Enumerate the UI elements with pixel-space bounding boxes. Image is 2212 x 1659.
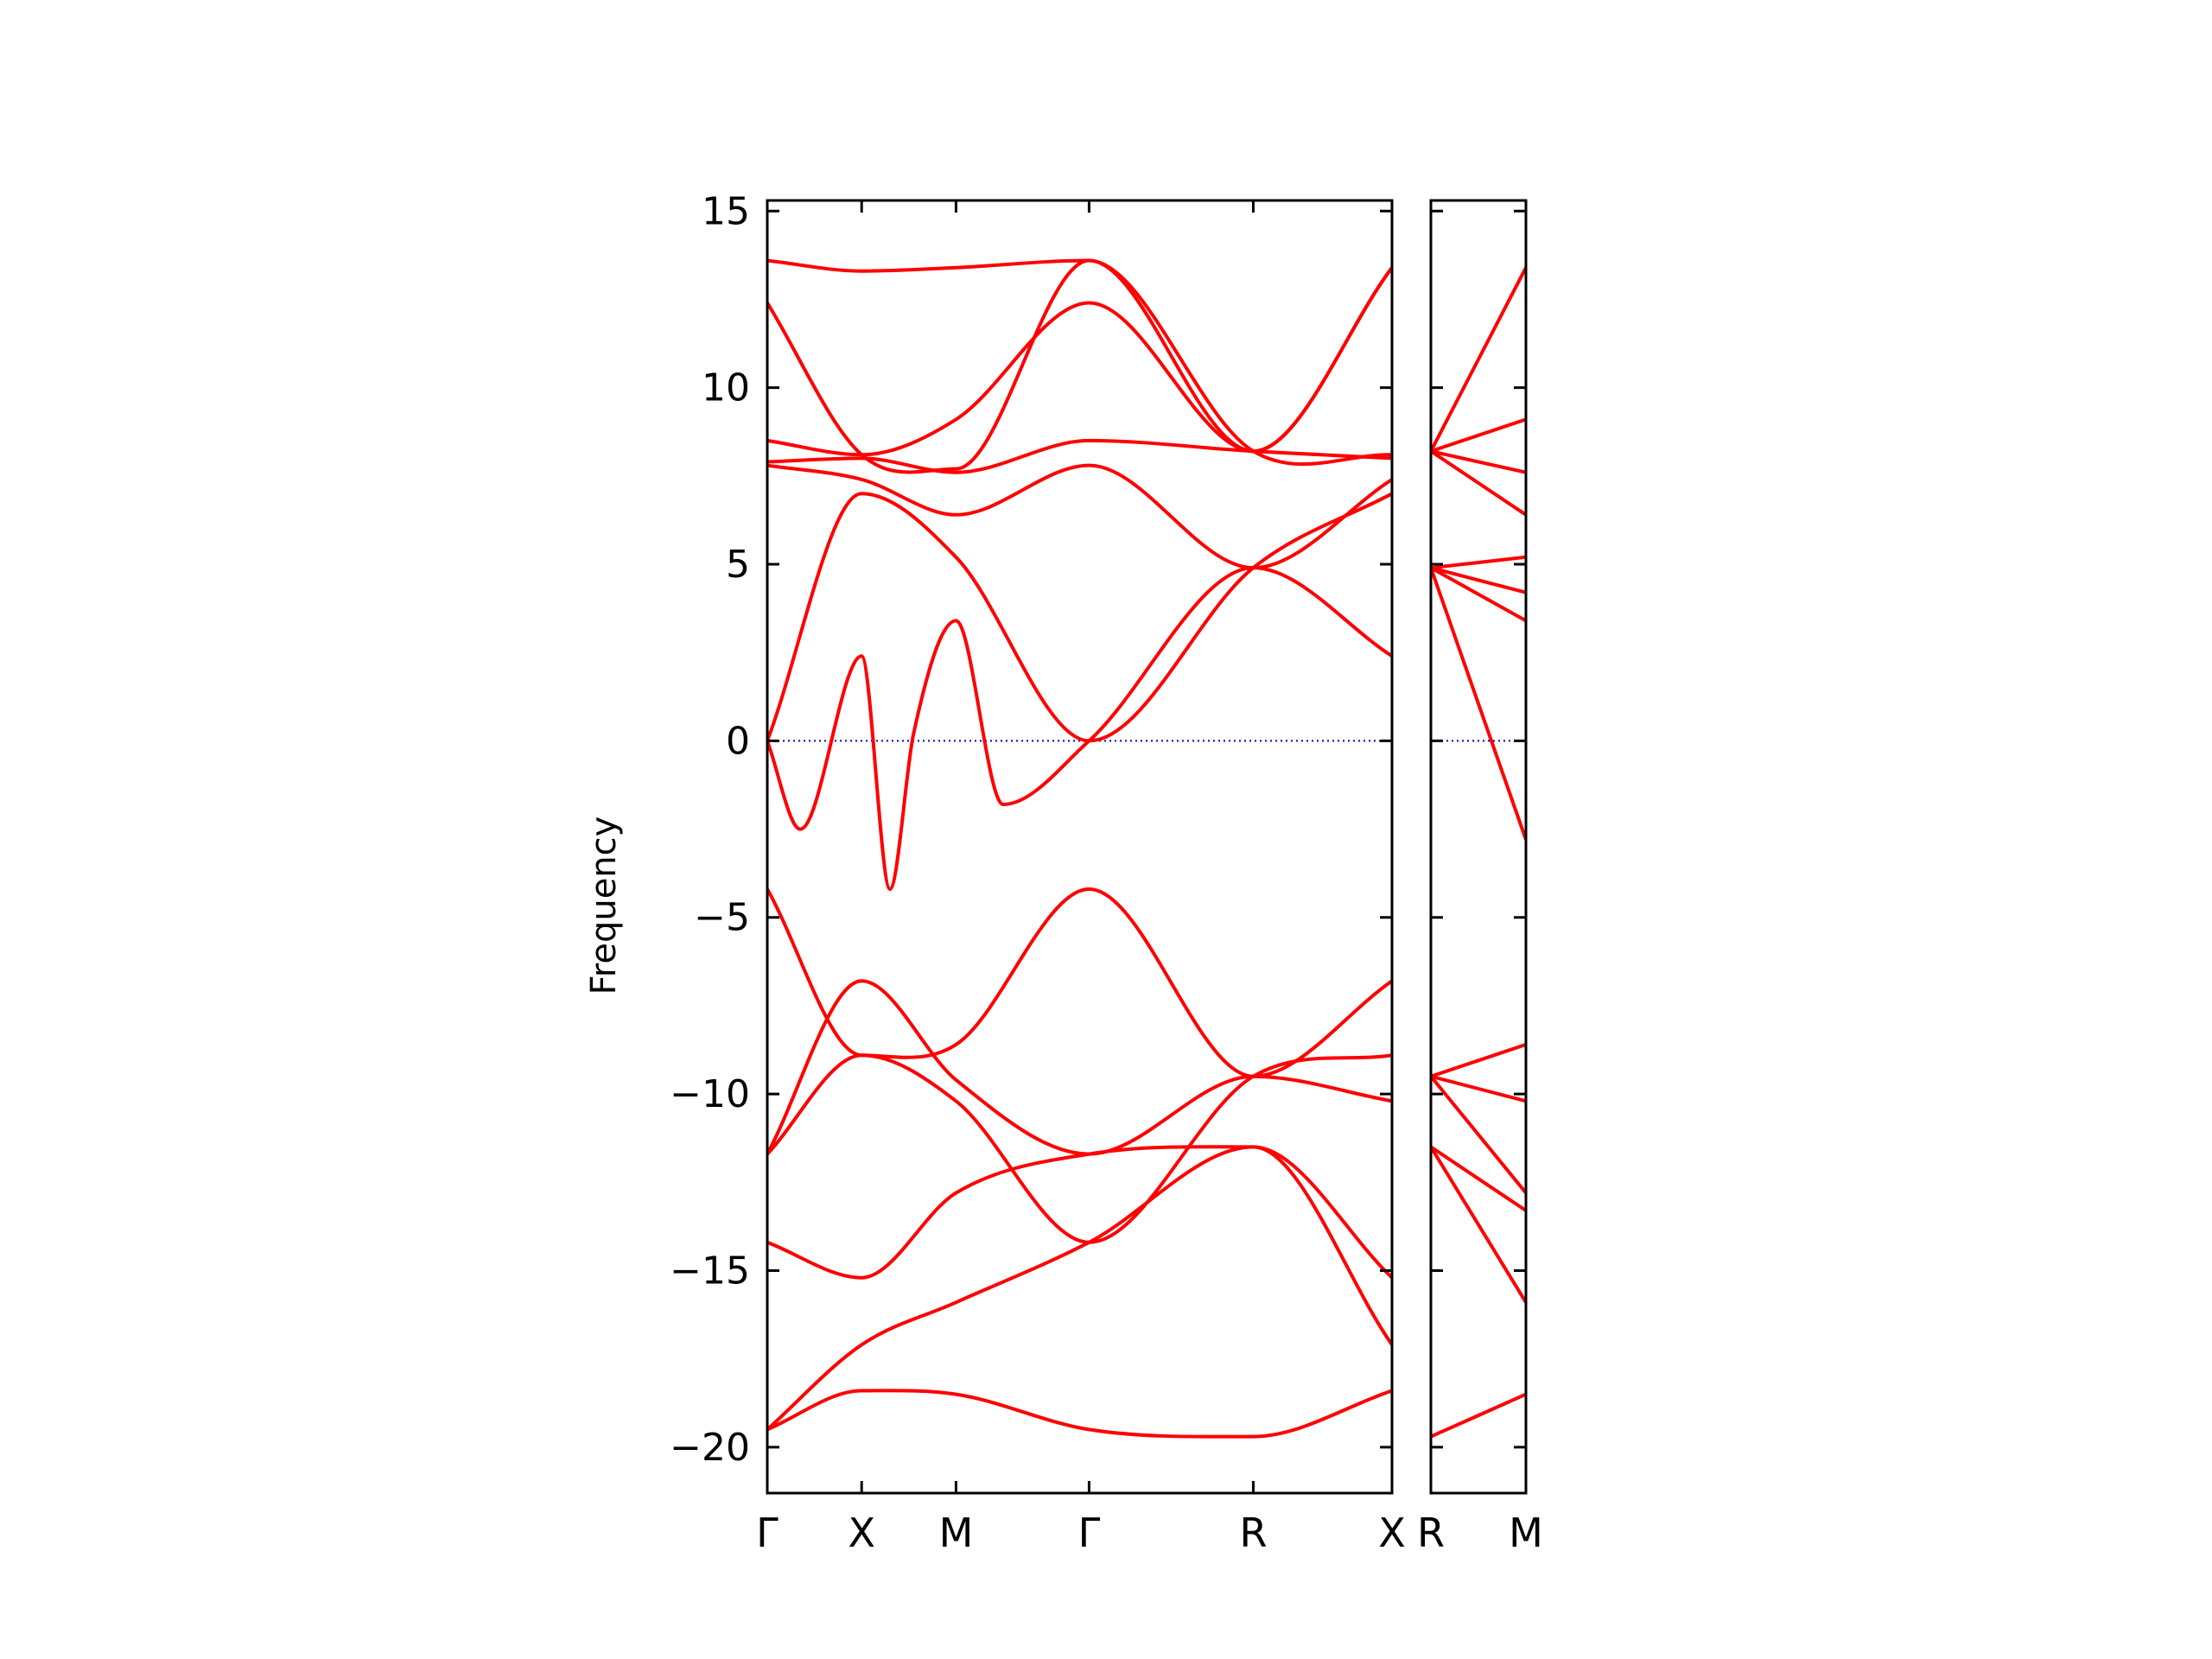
band-line — [1431, 1043, 1526, 1078]
x-tick-label: X — [848, 1510, 875, 1556]
band-line — [767, 1145, 1392, 1280]
band-line — [1431, 1074, 1526, 1103]
band-line — [767, 887, 1392, 1078]
band-line — [767, 1053, 1392, 1244]
band-line — [1431, 449, 1526, 517]
axes-frame — [1429, 199, 1528, 1495]
x-tick-label: X — [1378, 1510, 1406, 1556]
x-tick-label: R — [1239, 1510, 1267, 1556]
band-line — [767, 566, 1392, 892]
band-line — [767, 1389, 1392, 1439]
y-tick-label: 10 — [702, 366, 750, 410]
band-line — [1431, 555, 1526, 570]
band-line — [1431, 566, 1526, 594]
band-line — [1431, 1075, 1526, 1194]
x-tick-label: Γ — [756, 1510, 779, 1556]
y-tick-label: 15 — [702, 189, 750, 233]
band-line — [767, 266, 1392, 457]
y-tick-label: −20 — [670, 1426, 750, 1470]
band-line — [1431, 417, 1526, 454]
band-line — [767, 979, 1392, 1156]
band-line — [767, 258, 1392, 467]
band-line — [767, 258, 1392, 474]
band-line — [1431, 266, 1526, 453]
y-tick-label: 5 — [726, 543, 750, 587]
band-line — [1431, 1392, 1526, 1439]
band-line — [1431, 1145, 1526, 1212]
x-tick-label: R — [1417, 1510, 1445, 1556]
band-line — [1431, 1146, 1526, 1304]
band-line — [1431, 449, 1526, 474]
axes-frame — [766, 199, 1394, 1495]
y-tick-label: −5 — [694, 896, 750, 940]
y-tick-label: −10 — [670, 1072, 750, 1116]
y-tick-label: 0 — [726, 719, 750, 763]
band-panel-main: −20 −15 −10 −5 0 5 10 15 Γ X M Γ R X — [670, 189, 1406, 1556]
x-tick-label: M — [1509, 1510, 1543, 1556]
y-axis-label: Frequency — [584, 817, 624, 995]
band-line — [1431, 567, 1526, 841]
band-line — [767, 463, 1392, 570]
band-line — [1431, 566, 1526, 623]
band-line — [767, 492, 1392, 743]
x-tick-label: M — [939, 1510, 974, 1556]
x-tick-label: Γ — [1078, 1510, 1101, 1556]
y-tick-label: −15 — [670, 1249, 750, 1293]
band-line — [767, 1145, 1392, 1431]
band-line — [767, 438, 1392, 474]
